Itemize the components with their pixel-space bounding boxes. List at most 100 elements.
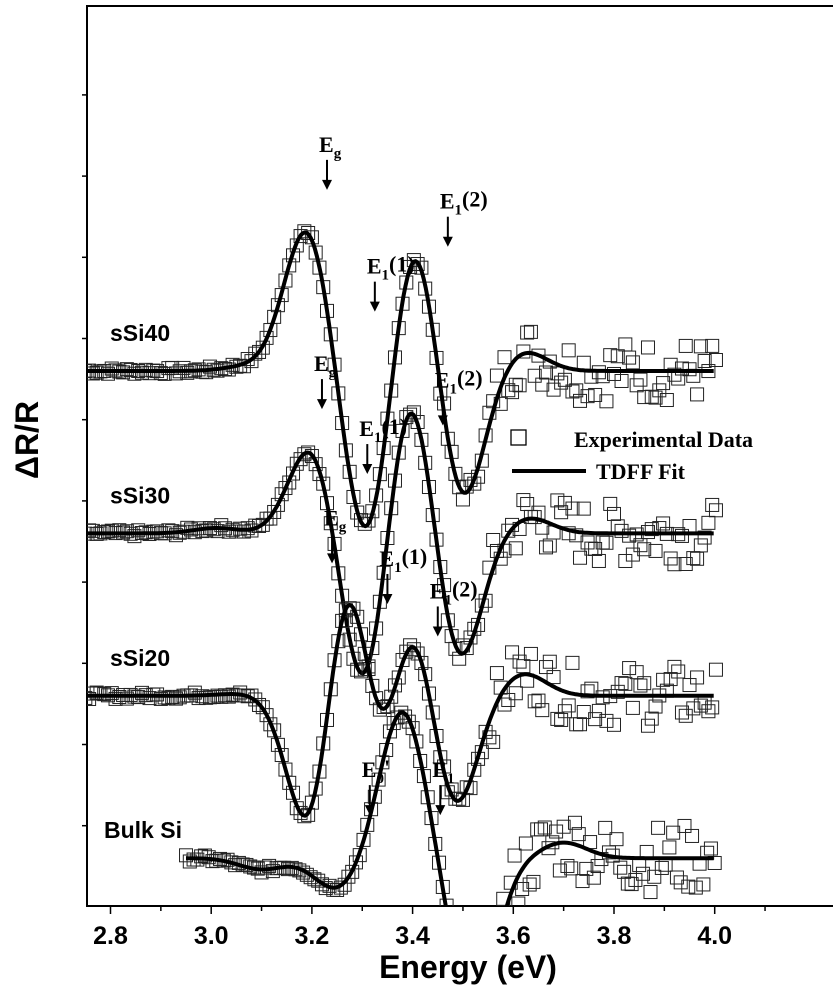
transition-label: Eg [319,132,342,162]
y-axis-title: ΔR/R [9,401,45,479]
transition-label: E1(1) [379,544,427,576]
data-point [210,524,225,539]
data-point [549,824,564,839]
data-point [620,876,635,891]
data-point [348,855,363,870]
data-point [697,530,712,545]
data-point [586,870,601,885]
data-point [486,734,501,749]
data-point [108,691,123,706]
x-tick-label: 2.8 [93,922,128,950]
data-point [554,375,569,390]
data-point [197,848,212,863]
data-point [497,350,512,365]
transition-label: Eg [314,351,337,381]
data-point [119,524,134,539]
data-point [341,869,356,884]
data-point [569,383,584,398]
data-point [168,691,183,706]
data-point [557,495,572,510]
data-point [580,684,595,699]
data-point [550,493,565,508]
sample-label-ssi20: sSi20 [110,645,170,671]
data-point [542,654,557,669]
data-point [376,700,391,715]
data-point [248,346,263,361]
data-point [640,718,655,733]
transition-arrow-head [442,236,453,247]
data-point [535,377,550,392]
data-point [87,523,97,538]
data-point [598,820,613,835]
x-tick-label: 3.6 [496,922,531,950]
transition-arrow-head [432,626,443,637]
data-point [648,390,663,405]
data-point [119,691,134,706]
data-point [191,691,206,706]
legend: Experimental Data TDFF Fit [510,427,753,484]
transition-label: E1(2) [430,576,478,608]
data-point [701,704,716,719]
data-point [678,557,693,572]
data-point [564,861,579,876]
sample-label-bulk-si: Bulk Si [104,817,182,843]
data-point [486,532,501,547]
data-point [142,691,157,706]
data-point [625,355,640,370]
data-point [127,529,142,544]
sample-label-ssi30: sSi30 [110,482,170,508]
data-point [607,717,621,732]
data-point [255,340,270,355]
transition-arrow-head [437,415,448,426]
data-point [609,832,624,847]
data-point [618,337,633,352]
transition-label: E0' [362,755,390,787]
data-point [678,708,693,723]
data-point [652,383,667,398]
data-point [663,551,678,566]
data-point [622,661,637,676]
data-point [708,353,723,368]
data-point [403,407,418,422]
transition-arrow-head [382,593,393,604]
data-point [357,516,372,531]
data-point [603,348,618,363]
data-point [556,819,571,834]
data-point [579,861,594,876]
data-point [561,698,576,713]
data-point [512,654,527,669]
data-point [701,515,716,530]
data-point [599,394,614,409]
data-point [654,860,669,875]
data-point [576,705,591,720]
data-point [259,708,274,723]
data-point [236,524,251,539]
data-point [591,703,606,718]
data-point [406,253,421,268]
data-point [515,881,530,896]
data-point [614,523,629,538]
data-point [168,366,183,381]
data-point [384,689,399,704]
data-point [573,717,588,732]
y-axis-ticks [82,94,87,827]
data-point [647,869,662,884]
sample-labels: sSi40 sSi30 sSi20 Bulk Si [104,320,182,843]
x-tick-label: 3.2 [295,922,330,950]
data-point [696,877,711,892]
data-point [648,543,663,558]
data-point [270,497,285,512]
data-point [182,854,197,869]
data-point [637,676,652,691]
data-point [705,497,720,512]
transition-arrow-head [322,179,333,190]
data-point [643,885,658,900]
data-point [539,660,554,675]
data-point [531,348,546,363]
data-point [550,711,565,726]
data-point [707,855,722,870]
data-point [330,883,345,898]
data-point [669,870,684,885]
data-point [104,361,119,376]
